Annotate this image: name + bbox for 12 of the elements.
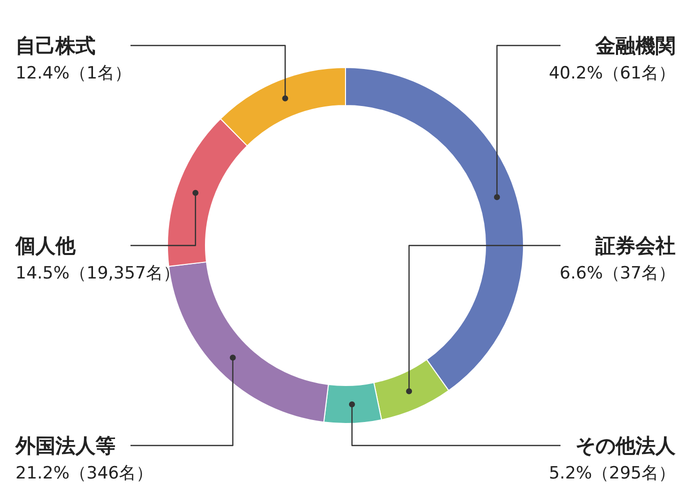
- data-label: 6.6%（37名）: [560, 264, 676, 284]
- slice-label: 金融機関: [594, 34, 676, 58]
- data-label: 40.2%（61名）: [548, 64, 676, 84]
- data-label: 5.2%（295名）: [548, 464, 676, 484]
- slice-label: 外国法人等: [14, 434, 116, 458]
- slice-label: 自己株式: [16, 34, 96, 58]
- slice-label: 証券会社: [594, 234, 676, 258]
- data-label: 21.2%（346名）: [16, 464, 153, 484]
- slice-label: 個人他: [14, 234, 76, 258]
- slice-label: その他法人: [576, 434, 676, 458]
- data-label: 14.5%（19,357名）: [16, 264, 180, 284]
- data-label: 12.4%（1名）: [16, 64, 132, 84]
